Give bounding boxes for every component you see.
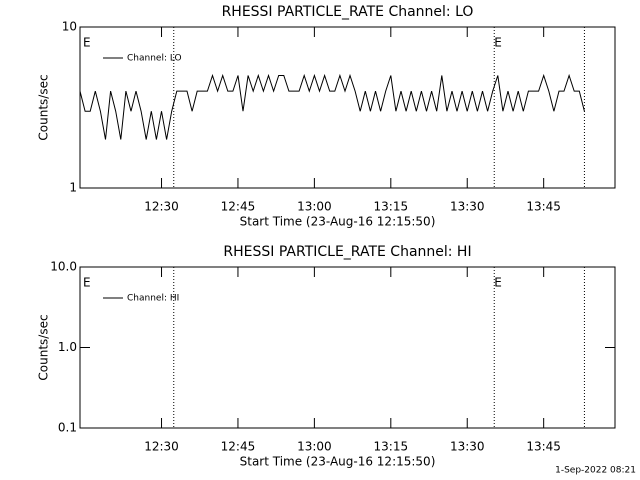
footer: 1-Sep-2022 08:21 <box>555 466 636 476</box>
legend-label: Channel: HI <box>127 294 179 304</box>
x-tick-label: 12:30 <box>144 440 179 454</box>
x-tick-label: 13:30 <box>450 200 485 214</box>
x-axis-label: Start Time (23-Aug-16 12:15:50) <box>240 215 436 229</box>
y-axis-label: Counts/sec <box>37 74 51 140</box>
x-tick-label: 12:30 <box>144 200 179 214</box>
plot-frame <box>79 26 616 189</box>
y-tick-label: 0.1 <box>58 421 77 435</box>
x-tick-label: 13:00 <box>297 200 332 214</box>
annotation: E <box>494 36 502 50</box>
chart-title: RHESSI PARTICLE_RATE Channel: LO <box>222 4 474 20</box>
x-tick-label: 13:00 <box>297 440 332 454</box>
x-tick-label: 12:45 <box>221 440 256 454</box>
x-tick-label: 13:30 <box>450 440 485 454</box>
x-tick-label: 13:15 <box>374 200 409 214</box>
annotation: E <box>83 36 91 50</box>
annotation: E <box>83 276 91 290</box>
x-tick-label: 13:45 <box>526 440 561 454</box>
x-tick-label: 12:45 <box>221 200 256 214</box>
annotation: E <box>494 276 502 290</box>
chart-title: RHESSI PARTICLE_RATE Channel: HI <box>223 244 471 260</box>
data-line <box>79 73 585 140</box>
x-tick-label: 13:15 <box>374 440 409 454</box>
y-tick-label: 10 <box>62 20 77 34</box>
y-tick-label: 1.0 <box>58 340 77 354</box>
y-axis-label: Counts/sec <box>37 314 51 380</box>
y-tick-label: 1 <box>69 181 77 195</box>
legend-label: Channel: LO <box>127 54 182 64</box>
x-axis-label: Start Time (23-Aug-16 12:15:50) <box>240 455 436 469</box>
y-tick-label: 10.0 <box>50 260 77 274</box>
x-tick-label: 13:45 <box>526 200 561 214</box>
